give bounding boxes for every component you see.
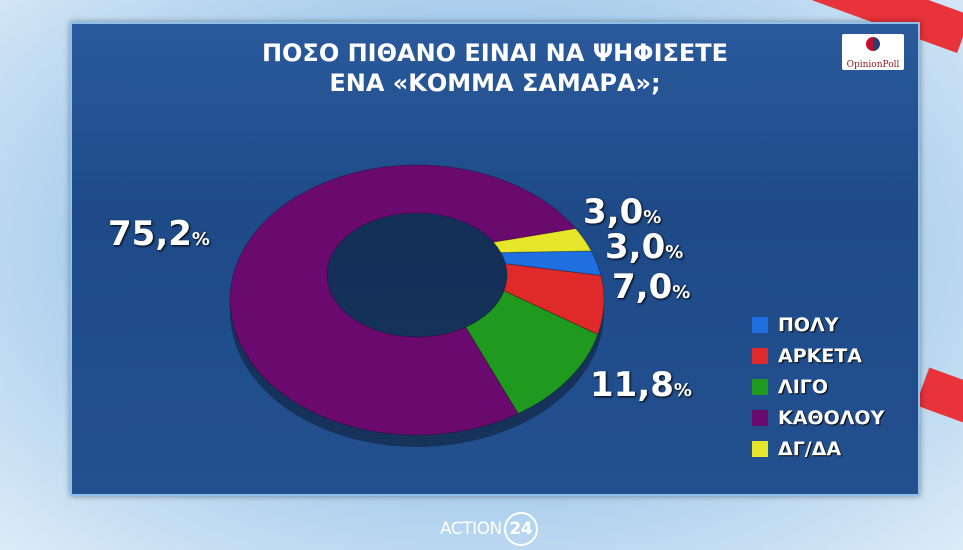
slice-3 <box>229 164 577 436</box>
legend-swatch <box>752 316 768 333</box>
legend-item: ΠΟΛΥ <box>752 309 884 340</box>
data-label: 7,0% <box>612 267 690 307</box>
data-label-unit: % <box>191 229 210 250</box>
data-label-value: 75,2 <box>108 214 192 254</box>
legend-swatch <box>752 440 768 457</box>
legend-swatch <box>752 409 768 426</box>
legend-label: ΔΓ/ΔΑ <box>778 437 842 460</box>
data-label: 11,8% <box>590 365 692 405</box>
logo-text: OpinionPoll <box>846 60 900 70</box>
footer-brand: ACTION <box>440 519 502 539</box>
legend-label: ΠΟΛΥ <box>778 313 839 336</box>
data-label-unit: % <box>643 207 662 228</box>
data-label: 3,0% <box>583 192 661 232</box>
slice-0 <box>500 250 602 277</box>
legend-item: ΚΑΘΟΛΟΥ <box>752 402 884 433</box>
footer-number: 24 <box>503 512 538 546</box>
logo-circle-icon <box>866 37 880 51</box>
chart-title: ΠΟΣΟ ΠΙΘΑΝΟ ΕΙΝΑΙ ΝΑ ΨΗΦΙΣΕΤΕ ΕΝΑ «ΚΟΜΜΑ… <box>72 38 918 98</box>
data-label-unit: % <box>665 242 684 263</box>
data-label: 75,2% <box>108 214 210 254</box>
legend-item: ΑΡΚΕΤΑ <box>752 340 884 371</box>
title-line-2: ΕΝΑ «ΚΟΜΜΑ ΣΑΜΑΡΑ»; <box>329 69 661 97</box>
data-label-value: 7,0 <box>612 267 673 307</box>
slice-1 <box>503 263 605 336</box>
slice-4 <box>492 227 593 254</box>
data-label-value: 11,8 <box>590 365 674 405</box>
data-label: 3,0% <box>605 227 683 267</box>
data-label-value: 3,0 <box>583 192 644 232</box>
title-line-1: ΠΟΣΟ ΠΙΘΑΝΟ ΕΙΝΑΙ ΝΑ ΨΗΦΙΣΕΤΕ <box>261 39 729 67</box>
legend-item: ΛΙΓΟ <box>752 371 884 402</box>
data-label-unit: % <box>672 282 691 303</box>
legend-label: ΑΡΚΕΤΑ <box>778 344 862 367</box>
legend-label: ΚΑΘΟΛΟΥ <box>778 406 885 429</box>
opinionpoll-logo: OpinionPoll <box>842 34 904 70</box>
legend: ΠΟΛΥ ΑΡΚΕΤΑ ΛΙΓΟ ΚΑΘΟΛΟΥ ΔΓ/ΔΑ <box>752 309 884 464</box>
data-label-unit: % <box>673 380 692 401</box>
data-label-value: 3,0 <box>605 227 666 267</box>
legend-item: ΔΓ/ΔΑ <box>752 433 884 464</box>
action24-logo: ACTION 24 <box>440 512 538 546</box>
legend-swatch <box>752 378 768 395</box>
slice-2 <box>464 290 599 415</box>
legend-label: ΛΙΓΟ <box>778 375 829 398</box>
legend-swatch <box>752 347 768 364</box>
